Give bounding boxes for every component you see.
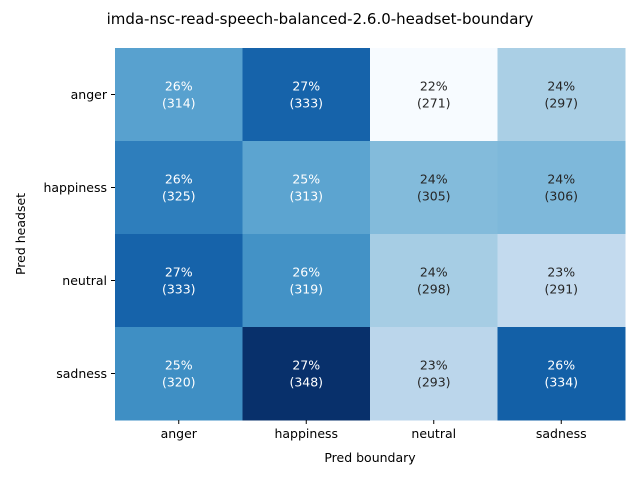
cell-percent-label: 26% bbox=[165, 79, 193, 94]
cell-count-label: (305) bbox=[417, 189, 451, 204]
heatmap-cell bbox=[242, 48, 371, 142]
cell-count-label: (306) bbox=[544, 189, 578, 204]
cell-percent-label: 26% bbox=[292, 265, 320, 280]
x-tick-label: neutral bbox=[411, 426, 456, 441]
heatmap-cell bbox=[115, 234, 243, 328]
cell-count-label: (348) bbox=[289, 375, 323, 390]
heatmap-cell bbox=[497, 234, 626, 328]
cell-percent-label: 26% bbox=[165, 172, 193, 187]
cell-count-label: (271) bbox=[417, 96, 451, 111]
cell-percent-label: 22% bbox=[420, 79, 448, 94]
y-tick-label: happiness bbox=[43, 180, 107, 195]
cell-percent-label: 23% bbox=[420, 358, 448, 373]
y-axis-label: Pred headset bbox=[13, 193, 28, 275]
cell-percent-label: 27% bbox=[292, 358, 320, 373]
x-axis-ticks: anger happiness neutral sadness bbox=[161, 420, 587, 441]
heatmap-cell bbox=[115, 327, 243, 421]
cell-percent-label: 27% bbox=[292, 79, 320, 94]
cell-percent-label: 26% bbox=[547, 358, 575, 373]
chart-title: imda-nsc-read-speech-balanced-2.6.0-head… bbox=[107, 10, 534, 28]
heatmap-cells: 26% (314) 27% (333) 22% (271) 24% (297) 26% (325)… bbox=[115, 48, 626, 421]
cell-count-label: (333) bbox=[289, 96, 323, 111]
cell-count-label: (325) bbox=[162, 189, 196, 204]
y-tick-label: sadness bbox=[56, 366, 107, 381]
x-tick-label: anger bbox=[161, 426, 198, 441]
heatmap-cell bbox=[370, 48, 498, 142]
cell-percent-label: 24% bbox=[547, 172, 575, 187]
cell-percent-label: 25% bbox=[292, 172, 320, 187]
cell-percent-label: 27% bbox=[165, 265, 193, 280]
cell-count-label: (293) bbox=[417, 375, 451, 390]
cell-count-label: (314) bbox=[162, 96, 196, 111]
cell-percent-label: 24% bbox=[420, 265, 448, 280]
cell-count-label: (291) bbox=[544, 282, 578, 297]
cell-count-label: (313) bbox=[289, 189, 323, 204]
cell-percent-label: 25% bbox=[165, 358, 193, 373]
cell-count-label: (333) bbox=[162, 282, 196, 297]
cell-count-label: (334) bbox=[544, 375, 578, 390]
heatmap-cell bbox=[242, 141, 371, 235]
heatmap-cell bbox=[242, 234, 371, 328]
heatmap-cell bbox=[497, 48, 626, 142]
heatmap-cell bbox=[370, 327, 498, 421]
cell-count-label: (320) bbox=[162, 375, 196, 390]
cell-percent-label: 24% bbox=[547, 79, 575, 94]
heatmap-cell bbox=[115, 48, 243, 142]
cell-percent-label: 23% bbox=[547, 265, 575, 280]
x-axis-label: Pred boundary bbox=[324, 450, 416, 465]
cell-count-label: (319) bbox=[289, 282, 323, 297]
heatmap-cell bbox=[115, 141, 243, 235]
y-tick-label: neutral bbox=[62, 273, 107, 288]
cell-count-label: (297) bbox=[544, 96, 578, 111]
heatmap-cell bbox=[242, 327, 371, 421]
cell-percent-label: 24% bbox=[420, 172, 448, 187]
heatmap-cell bbox=[497, 327, 626, 421]
heatmap-cell bbox=[370, 234, 498, 328]
y-tick-label: anger bbox=[71, 87, 108, 102]
heatmap-cell bbox=[497, 141, 626, 235]
heatmap-cell bbox=[370, 141, 498, 235]
x-tick-label: happiness bbox=[274, 426, 338, 441]
x-tick-label: sadness bbox=[536, 426, 587, 441]
y-axis-ticks: anger happiness neutral sadness bbox=[43, 87, 115, 381]
cell-count-label: (298) bbox=[417, 282, 451, 297]
